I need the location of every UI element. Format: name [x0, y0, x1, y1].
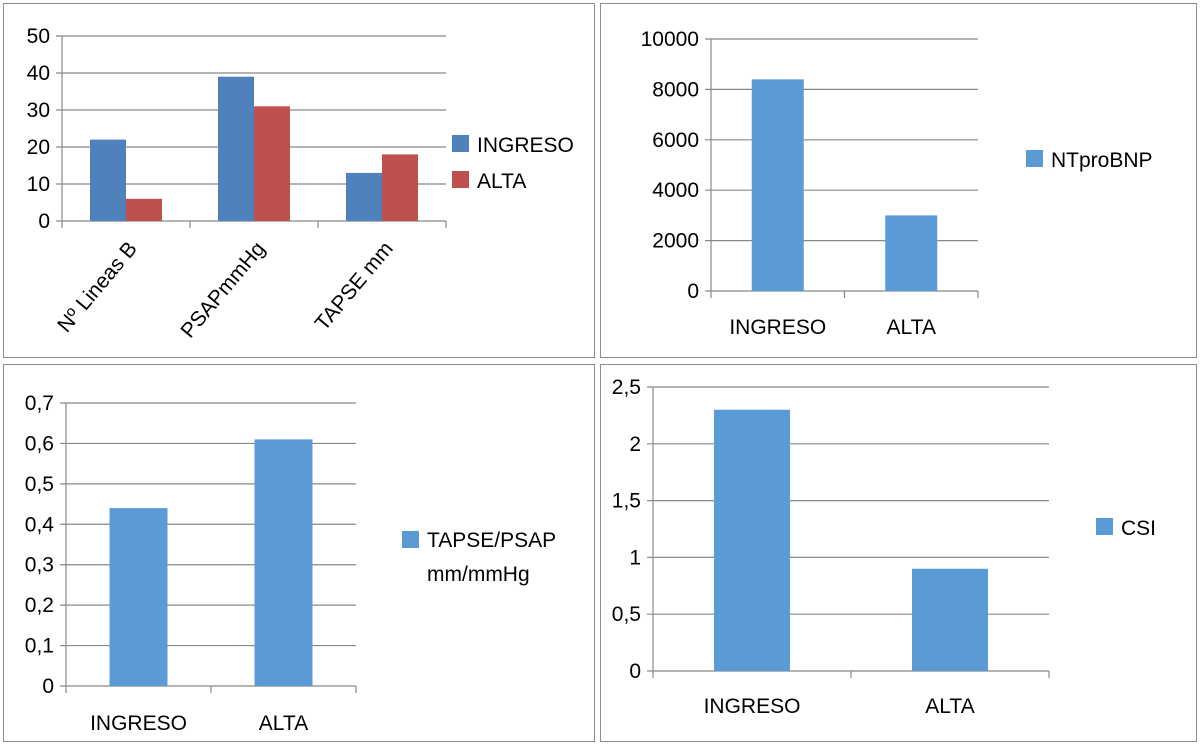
bar [126, 198, 162, 221]
x-category-label: Nº Lineas B [53, 237, 142, 336]
legend-label: ALTA [477, 170, 526, 193]
y-tick-label: 8000 [652, 78, 699, 101]
legend-swatch [452, 171, 469, 188]
y-tick-label: 0,2 [25, 594, 54, 617]
x-category-label: ALTA [925, 695, 974, 718]
y-tick-label: 30 [27, 99, 50, 122]
bar [346, 172, 382, 221]
legend-label: NTproBNP [1051, 149, 1153, 172]
chart-panel-ntprobnp: 0 2000 4000 6000 8000 10000 INGRESO ALTA NTproBN… [600, 3, 1197, 358]
y-tick-label: 0,4 [25, 513, 55, 536]
chart-svg: 0 0,5 1 1,5 2 2,5 INGRESO ALTA CSI [612, 376, 1156, 718]
legend-label: TAPSE/PSAP [427, 529, 556, 552]
bar [254, 439, 313, 686]
x-category-label: ALTA [259, 712, 308, 735]
bar [382, 154, 418, 221]
x-category-label: TAPSE mm [311, 237, 398, 335]
y-tick-label: 0,5 [612, 603, 641, 626]
chart-panel-lineas-psap-tapse: 0 10 20 30 40 50 Nº Lineas B PSAPmmHg TAPSE mm IN… [3, 3, 595, 358]
legend-label: INGRESO [477, 134, 574, 157]
bar [90, 139, 126, 221]
y-tick-label: 20 [27, 136, 50, 159]
legend-swatch [452, 135, 469, 152]
y-tick-label: 1,5 [612, 490, 641, 513]
legend-swatch [1026, 150, 1043, 167]
y-tick-label: 0,1 [25, 635, 54, 658]
x-category-label: INGRESO [90, 712, 187, 735]
bar [218, 76, 254, 221]
y-tick-label: 0,6 [25, 432, 54, 455]
chart-svg: 0 2000 4000 6000 8000 10000 INGRESO ALTA NTproBN… [641, 28, 1153, 339]
y-tick-label: 2,5 [612, 376, 641, 399]
y-tick-label: 1 [629, 546, 641, 569]
y-tick-label: 10000 [641, 28, 699, 51]
x-category-label: INGRESO [704, 695, 801, 718]
y-tick-label: 50 [27, 25, 50, 48]
y-tick-label: 6000 [652, 129, 699, 152]
y-tick-label: 0,7 [25, 392, 54, 415]
y-tick-label: 2 [629, 433, 641, 456]
y-tick-label: 0,5 [25, 473, 54, 496]
y-tick-label: 0,3 [25, 554, 54, 577]
y-tick-label: 10 [27, 173, 50, 196]
x-category-label: ALTA [887, 316, 936, 339]
y-tick-label: 4000 [652, 179, 699, 202]
x-category-label: INGRESO [729, 316, 826, 339]
legend-label: CSI [1121, 517, 1156, 540]
y-tick-label: 0 [42, 675, 54, 698]
y-tick-label: 40 [27, 62, 50, 85]
bar [109, 508, 168, 686]
x-category-label: PSAPmmHg [176, 237, 269, 342]
y-tick-label: 0 [629, 660, 641, 683]
bar [714, 409, 790, 671]
bar [254, 106, 290, 221]
y-tick-label: 0 [38, 210, 50, 233]
bar [912, 568, 988, 671]
chart-panel-tapse-psap: 0 0,1 0,2 0,3 0,4 0,5 0,6 0,7 INGRESO ALTA TAPSE/P… [3, 364, 595, 742]
bar [751, 79, 804, 291]
legend-swatch [402, 531, 419, 548]
y-tick-label: 0 [687, 280, 699, 303]
y-tick-label: 2000 [652, 230, 699, 253]
chart-svg: 0 0,1 0,2 0,3 0,4 0,5 0,6 0,7 INGRESO ALTA TAPSE/P… [25, 392, 556, 735]
chart-panel-csi: 0 0,5 1 1,5 2 2,5 INGRESO ALTA CSI [600, 364, 1197, 742]
legend-swatch [1096, 518, 1113, 535]
bar [885, 215, 938, 291]
chart-svg: 0 10 20 30 40 50 Nº Lineas B PSAPmmHg TAPSE mm IN… [27, 25, 574, 342]
legend-label: mm/mmHg [427, 563, 530, 586]
